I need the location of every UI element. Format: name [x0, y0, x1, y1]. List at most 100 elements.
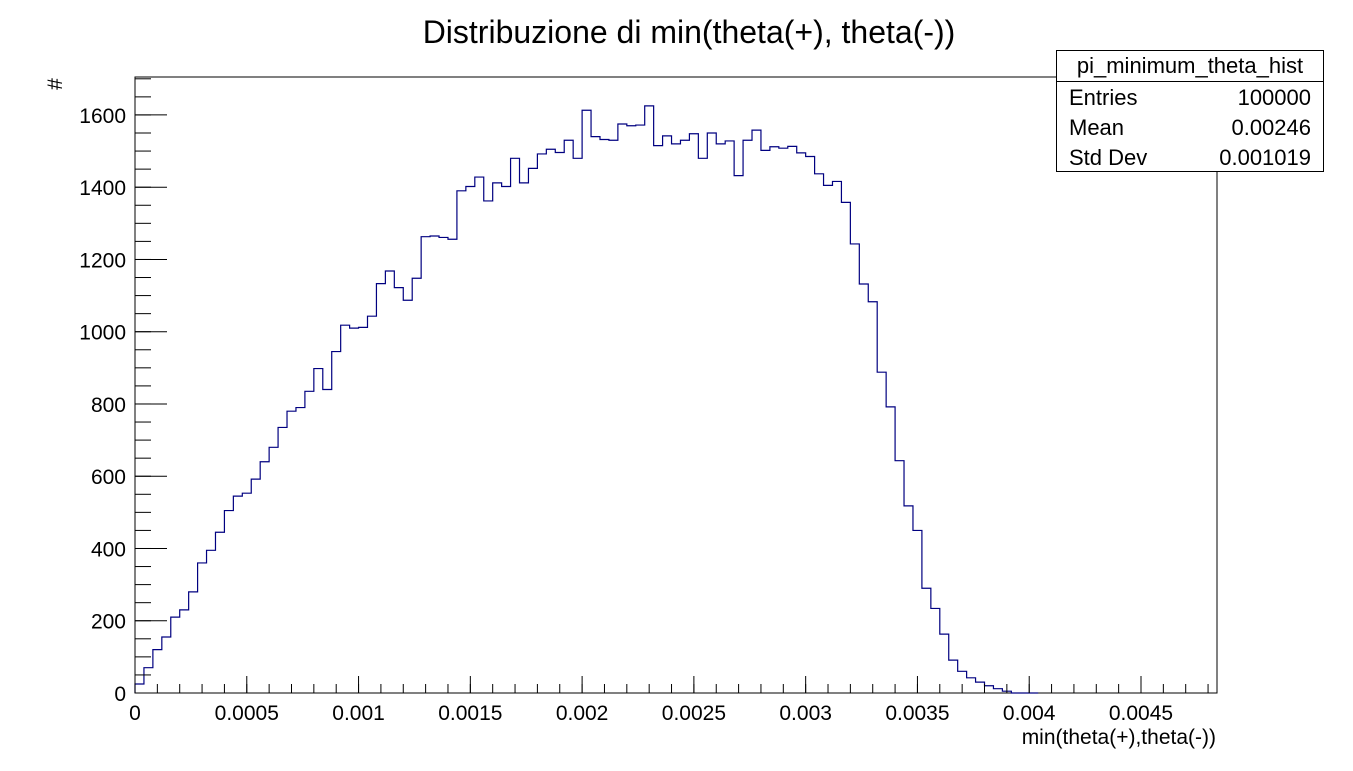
histogram-bin — [135, 684, 144, 693]
histogram-bin — [376, 284, 385, 693]
histogram-bin — [439, 237, 448, 693]
histogram-bin — [931, 608, 940, 693]
histogram-bin — [314, 369, 323, 693]
histogram-bin — [824, 185, 833, 693]
histogram-bin — [215, 532, 224, 693]
histogram-bin — [654, 146, 663, 693]
y-tick-label: 1400 — [79, 177, 126, 200]
histogram-bin — [841, 202, 850, 693]
histogram-bin — [171, 617, 180, 693]
histogram-bin — [752, 130, 761, 693]
histogram-bin — [806, 156, 815, 693]
histogram-bin — [546, 149, 555, 693]
histogram-bin — [385, 271, 394, 693]
x-tick-label: 0.0035 — [885, 702, 949, 725]
histogram-bin — [680, 140, 689, 693]
y-tick-label: 400 — [91, 538, 126, 561]
histogram-bin — [493, 183, 502, 693]
x-tick-label: 0.003 — [779, 702, 832, 725]
histogram-bin — [993, 689, 1002, 693]
histogram-bin — [457, 191, 466, 693]
histogram-bin — [484, 201, 493, 693]
histogram-bin — [976, 682, 985, 693]
stats-row-entries: Entries 100000 — [1057, 82, 1323, 112]
histogram-bin — [189, 592, 198, 693]
histogram-bin — [797, 153, 806, 693]
histogram-bin — [359, 327, 368, 693]
x-tick-label: 0.0045 — [1109, 702, 1173, 725]
histogram-bin — [636, 125, 645, 693]
histogram-bin — [198, 563, 207, 693]
x-tick-label: 0 — [129, 702, 141, 725]
histogram-bin — [251, 479, 260, 693]
y-axis-label: # — [44, 78, 67, 90]
histogram-bin — [224, 511, 233, 693]
histogram-bin — [323, 390, 332, 693]
y-tick-label: 0 — [114, 683, 126, 706]
histogram-bin — [591, 137, 600, 693]
stats-box: pi_minimum_theta_hist Entries 100000 Mea… — [1056, 50, 1324, 172]
histogram-bin — [207, 550, 216, 693]
histogram-bin — [341, 325, 350, 693]
y-tick-label: 1600 — [79, 105, 126, 128]
histogram-bin — [421, 237, 430, 693]
stats-stddev-label: Std Dev — [1069, 145, 1148, 170]
histogram-bin — [922, 588, 931, 693]
histogram-bin — [850, 244, 859, 693]
histogram-bin — [895, 461, 904, 693]
histogram-bin — [466, 186, 475, 693]
x-tick-label: 0.0025 — [662, 702, 726, 725]
histogram-bin — [242, 493, 251, 693]
stats-mean-label: Mean — [1069, 115, 1125, 140]
histogram-bin — [877, 372, 886, 693]
x-tick-label: 0.001 — [332, 702, 385, 725]
y-tick-label: 1000 — [79, 322, 126, 345]
histogram-bins — [135, 106, 1011, 693]
histogram-bin — [698, 158, 707, 693]
histogram-bin — [627, 126, 636, 693]
axes — [134, 76, 1218, 694]
histogram-bin — [761, 150, 770, 693]
histogram-bin — [475, 177, 484, 693]
histogram-bin — [430, 236, 439, 693]
stats-mean-value: 0.00246 — [1231, 115, 1311, 140]
histogram-bin — [886, 407, 895, 693]
stats-row-stddev: Std Dev 0.001019 — [1057, 142, 1323, 172]
histogram-bin — [725, 141, 734, 693]
stats-title: pi_minimum_theta_hist — [1057, 51, 1323, 82]
histogram-bin — [663, 136, 672, 693]
y-tick-label: 200 — [91, 611, 126, 634]
histogram-bin — [913, 530, 922, 693]
stats-row-mean: Mean 0.00246 — [1057, 112, 1323, 142]
histogram-bin — [144, 668, 153, 693]
x-tick-label: 0.004 — [1003, 702, 1056, 725]
histogram-bin — [859, 284, 868, 693]
histogram-bin — [868, 302, 877, 693]
y-tick-label: 600 — [91, 466, 126, 489]
x-axis-label: min(theta(+),theta(-)) — [1022, 726, 1216, 749]
histogram-bin — [967, 678, 976, 693]
histogram-bin — [412, 278, 421, 693]
histogram-bin — [609, 140, 618, 693]
histogram-bin — [985, 686, 994, 693]
histogram-bin — [350, 328, 359, 693]
histogram-bin — [287, 411, 296, 693]
histogram-bin — [332, 352, 341, 693]
histogram-bin — [815, 174, 824, 693]
histogram-bin — [645, 106, 654, 693]
histogram-bin — [511, 158, 520, 693]
x-tick-label: 0.0015 — [438, 702, 502, 725]
stats-entries-label: Entries — [1069, 85, 1138, 110]
histogram-bin — [278, 427, 287, 693]
histogram-bin — [600, 140, 609, 693]
histogram-bin — [528, 168, 537, 693]
y-tick-label: 800 — [91, 394, 126, 417]
histogram-bin — [573, 158, 582, 693]
histogram-bin — [743, 140, 752, 693]
histogram-bin — [949, 660, 958, 693]
histogram-bin — [180, 610, 189, 693]
histogram-bin — [305, 391, 314, 693]
histogram-bin — [537, 154, 546, 693]
histogram-bin — [269, 447, 278, 693]
